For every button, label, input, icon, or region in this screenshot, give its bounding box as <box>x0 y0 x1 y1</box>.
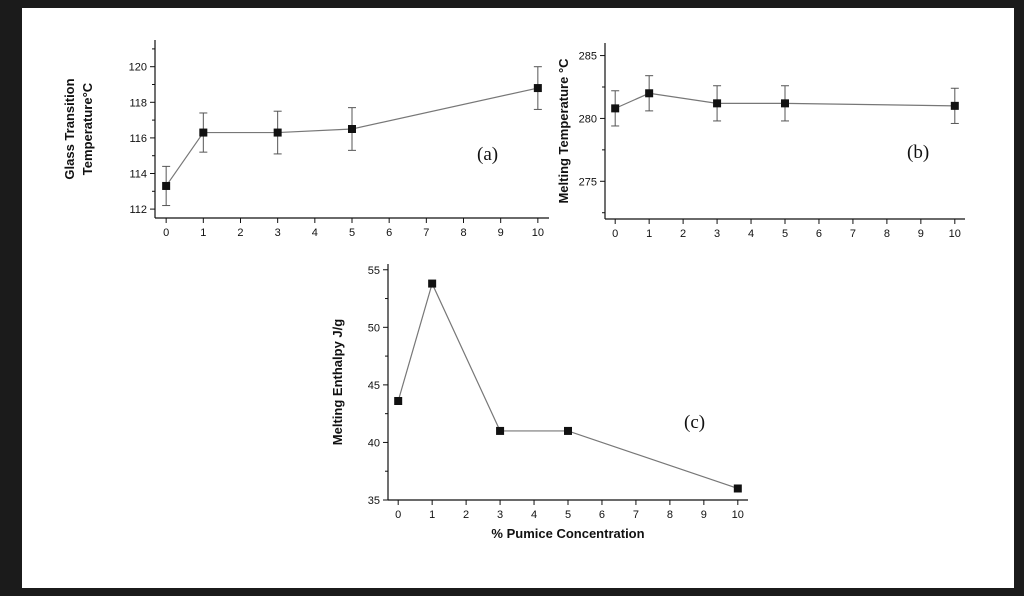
data-point <box>713 99 722 108</box>
panel-label: (a) <box>477 144 498 165</box>
data-point <box>273 128 282 137</box>
x-axis-label: % Pumice Concentration <box>491 526 644 541</box>
x-tick-label: 5 <box>565 509 571 521</box>
figure-frame: 112 114 116 118 120 0 1 2 3 4 5 6 7 8 9 10 Glass Transit… <box>22 8 1014 588</box>
data-point <box>950 101 959 110</box>
panel-label: (b) <box>907 142 929 163</box>
x-tick-label: 1 <box>200 227 206 239</box>
data-point <box>496 426 505 435</box>
chart-b: 275 280 285 0 1 2 3 4 5 6 7 8 9 10 Melting Temperature… <box>556 43 965 240</box>
x-tick-label: 2 <box>463 509 469 521</box>
data-point <box>348 125 356 133</box>
y-axis-label: Temperature°C <box>80 82 95 175</box>
data-point <box>199 128 208 137</box>
x-tick-label: 5 <box>349 227 355 239</box>
y-tick-label: 120 <box>129 62 147 74</box>
x-tick-label: 2 <box>680 228 686 240</box>
x-tick-label: 0 <box>395 509 401 521</box>
y-axis-label: Melting Temperature °C <box>556 58 571 204</box>
y-tick-label: 116 <box>129 133 147 145</box>
y-tick-label: 112 <box>129 204 147 216</box>
y-tick-label: 118 <box>129 97 147 109</box>
x-tick-label: 8 <box>884 228 890 240</box>
x-tick-label: 10 <box>532 227 544 239</box>
data-point <box>781 99 789 108</box>
x-tick-label: 2 <box>237 227 243 239</box>
x-tick-label: 7 <box>633 509 639 521</box>
data-point <box>611 104 620 113</box>
x-tick-label: 3 <box>714 228 720 240</box>
y-tick-label: 40 <box>368 437 380 449</box>
data-point <box>533 84 542 93</box>
y-tick-label: 280 <box>579 113 597 125</box>
y-axis-label: Melting Enthalpy J/g <box>330 319 345 445</box>
x-tick-label: 9 <box>918 228 924 240</box>
x-tick-label: 10 <box>949 228 961 240</box>
y-tick-label: 55 <box>368 265 380 277</box>
data-point <box>645 89 654 98</box>
y-tick-label: 35 <box>368 495 380 507</box>
data-point <box>162 181 171 190</box>
y-tick-label: 285 <box>579 51 597 63</box>
y-tick-label: 275 <box>579 176 597 188</box>
data-point <box>394 396 403 405</box>
x-tick-label: 4 <box>748 228 754 240</box>
x-tick-label: 0 <box>163 227 169 239</box>
data-point <box>733 484 742 493</box>
x-tick-label: 1 <box>429 509 435 521</box>
y-tick-label: 45 <box>368 380 380 392</box>
panel-label: (c) <box>684 412 705 433</box>
x-tick-label: 4 <box>531 509 537 521</box>
data-point <box>564 426 572 435</box>
x-tick-label: 4 <box>312 227 318 239</box>
x-tick-label: 6 <box>816 228 822 240</box>
y-tick-label: 114 <box>129 169 147 181</box>
x-tick-label: 6 <box>599 509 605 521</box>
data-point <box>428 279 437 288</box>
x-tick-label: 7 <box>850 228 856 240</box>
x-tick-label: 8 <box>460 227 466 239</box>
x-tick-label: 7 <box>423 227 429 239</box>
y-axis-label: Glass Transition <box>62 78 77 179</box>
x-tick-label: 3 <box>497 509 503 521</box>
x-tick-label: 8 <box>667 509 673 521</box>
x-tick-label: 6 <box>386 227 392 239</box>
x-tick-label: 10 <box>732 509 744 521</box>
x-tick-label: 9 <box>701 509 707 521</box>
series-line <box>397 281 739 490</box>
chart-a: 112 114 116 118 120 0 1 2 3 4 5 6 7 8 9 10 Glass Transit… <box>62 40 549 239</box>
x-tick-label: 1 <box>646 228 652 240</box>
y-tick-label: 50 <box>368 322 380 334</box>
x-tick-label: 0 <box>612 228 618 240</box>
x-tick-label: 9 <box>498 227 504 239</box>
x-tick-label: 5 <box>782 228 788 240</box>
x-tick-label: 3 <box>275 227 281 239</box>
